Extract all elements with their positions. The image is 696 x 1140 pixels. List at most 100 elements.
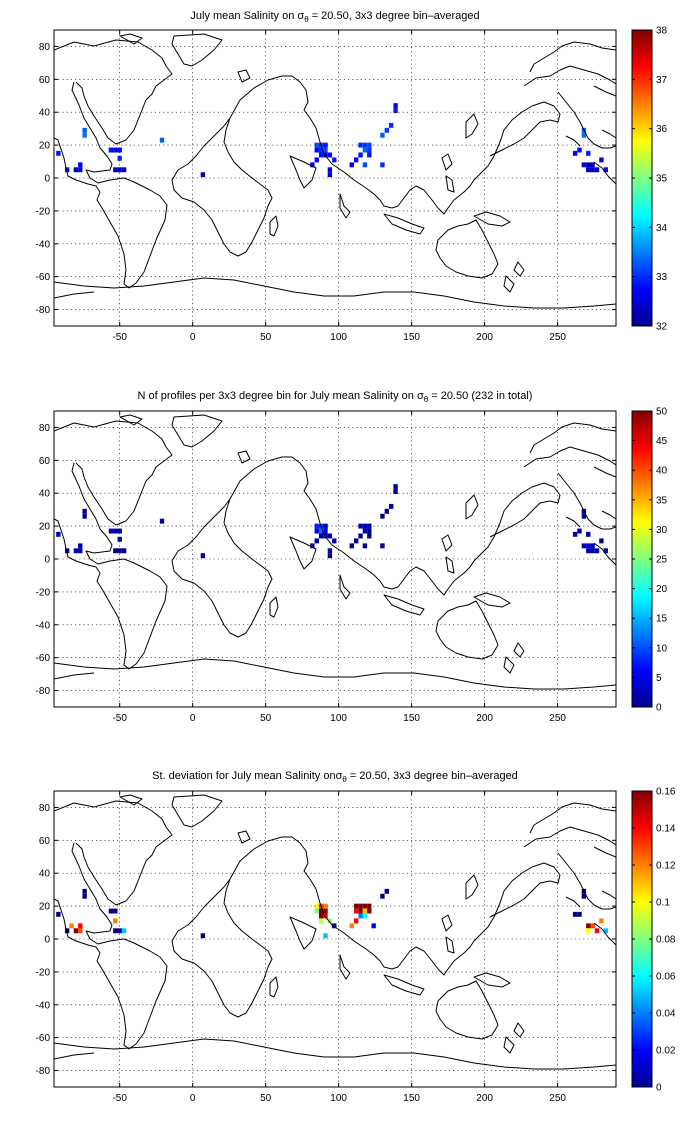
x-tick-label: 150 <box>403 713 420 724</box>
data-cell <box>318 913 324 919</box>
data-cell <box>577 528 582 534</box>
data-cell <box>117 536 122 542</box>
map-panel-1: July mean Salinity on σθ = 20.50, 3x3 de… <box>36 10 668 343</box>
data-cell <box>318 147 324 153</box>
data-cell <box>314 528 319 534</box>
data-cell <box>367 147 372 153</box>
y-tick-label: 40 <box>39 489 51 500</box>
data-cell <box>314 147 319 153</box>
x-tick-label: 100 <box>330 1093 347 1104</box>
data-cell <box>113 908 118 914</box>
data-cell <box>362 162 368 168</box>
data-cell <box>590 162 595 168</box>
x-tick-label: -50 <box>112 713 127 724</box>
title-sigma: σ <box>417 390 424 402</box>
data-cell <box>353 918 359 924</box>
data-cell <box>121 548 127 554</box>
data-cell <box>323 152 328 158</box>
data-cell <box>108 147 114 153</box>
y-tick-label: 0 <box>44 555 50 566</box>
y-tick-label: 80 <box>39 423 51 434</box>
data-cell <box>332 923 337 929</box>
data-cell <box>393 103 398 109</box>
panel-title: N of profiles per 3x3 degree bin for Jul… <box>138 390 533 404</box>
y-tick-label: 20 <box>39 902 51 913</box>
data-cell <box>78 928 83 934</box>
title-text-tail: = 20.50, 3x3 degree bin–averaged <box>347 770 518 782</box>
data-cell <box>380 513 385 519</box>
x-tick-label: -50 <box>112 1093 127 1104</box>
data-cell <box>82 513 87 519</box>
coastline <box>54 414 616 690</box>
data-cell <box>310 543 315 549</box>
data-cell <box>349 923 354 929</box>
data-cell <box>318 152 324 158</box>
data-cell <box>64 548 70 554</box>
data-cell <box>581 162 587 168</box>
colorbar-tick-label: 0.12 <box>656 861 676 872</box>
data-cell <box>318 918 324 924</box>
map-panel-3: St. deviation for July mean Salinity onσ… <box>36 770 676 1104</box>
data-cell <box>69 923 74 929</box>
y-tick-label: 0 <box>44 935 50 946</box>
y-tick-label: 0 <box>44 174 50 185</box>
y-tick-label: -40 <box>36 1000 51 1011</box>
map-panel-2: N of profiles per 3x3 degree bin for Jul… <box>36 390 668 724</box>
colorbar <box>632 30 652 326</box>
data-cell <box>73 167 79 173</box>
y-tick-label: 20 <box>39 522 51 533</box>
x-tick-label: 250 <box>549 1093 566 1104</box>
y-tick-label: -20 <box>36 967 51 978</box>
data-cell <box>113 918 118 924</box>
data-cell <box>323 908 328 914</box>
data-cell <box>599 157 604 163</box>
data-cell <box>590 543 595 549</box>
map-area <box>54 791 616 1087</box>
data-cell <box>358 523 363 529</box>
data-cell <box>577 911 582 917</box>
data-cell <box>82 132 87 138</box>
y-tick-label: -40 <box>36 239 51 250</box>
title-text: July mean Salinity on <box>190 10 297 22</box>
data-cell <box>353 538 359 544</box>
data-cell <box>572 150 578 156</box>
data-cell <box>117 147 122 153</box>
y-tick-label: 60 <box>39 836 51 847</box>
data-cell <box>599 918 604 924</box>
data-cell <box>159 518 165 524</box>
colorbar-tick-label: 45 <box>656 436 668 447</box>
data-cell <box>323 533 328 539</box>
colorbar-tick-label: 0.04 <box>656 1009 676 1020</box>
data-cell <box>362 147 368 153</box>
colorbar-tick-label: 32 <box>656 322 668 333</box>
data-cell <box>362 528 368 534</box>
y-tick-label: 80 <box>39 42 51 53</box>
data-cell <box>73 928 79 934</box>
title-text: N of profiles per 3x3 degree bin for Jul… <box>138 390 417 402</box>
data-cell <box>586 548 591 554</box>
data-cell <box>113 528 118 534</box>
data-cell <box>586 150 591 156</box>
data-cell <box>323 933 328 939</box>
y-tick-label: -60 <box>36 272 51 283</box>
data-cell <box>358 913 363 919</box>
data-cell <box>581 543 587 549</box>
colorbar-tick-label: 0 <box>656 1083 662 1094</box>
data-cell <box>56 150 61 156</box>
map-area <box>54 30 616 326</box>
data-cell <box>603 167 608 173</box>
data-cell <box>581 893 587 899</box>
data-cell <box>314 142 319 148</box>
data-cell <box>586 923 591 929</box>
x-tick-label: 100 <box>330 332 347 343</box>
data-cell <box>200 553 206 559</box>
colorbar-tick-label: 15 <box>656 614 668 625</box>
title-sigma: σ <box>297 10 304 22</box>
data-cell <box>367 152 372 158</box>
x-tick-label: 50 <box>260 1093 272 1104</box>
colorbar-tick-label: 34 <box>656 223 668 234</box>
x-tick-label: -50 <box>112 332 127 343</box>
data-cell <box>108 908 114 914</box>
data-cell <box>310 162 315 168</box>
y-tick-label: 20 <box>39 141 51 152</box>
